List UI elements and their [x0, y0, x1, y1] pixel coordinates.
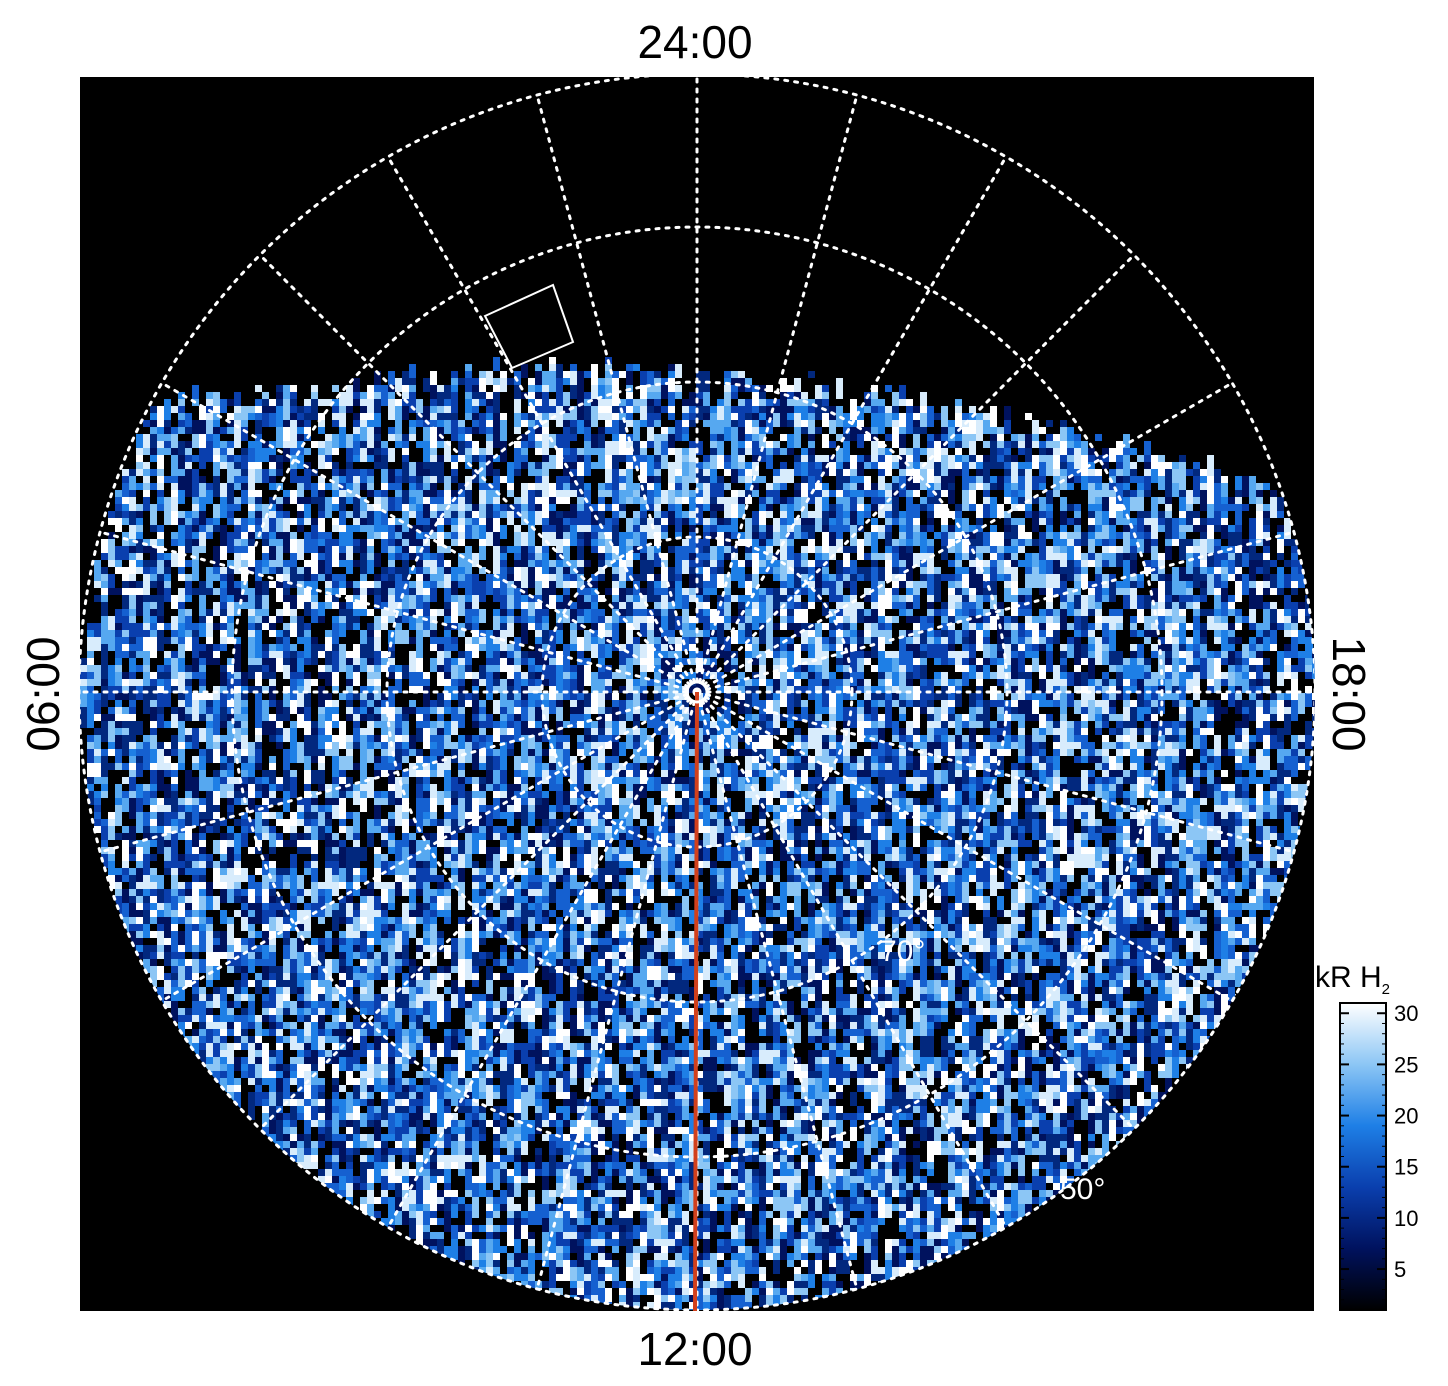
meridian-line [258, 253, 699, 694]
local-time-label-right: 18:00 [1323, 636, 1375, 751]
region-box [483, 283, 575, 370]
colorbar-frame [1339, 1002, 1387, 1311]
meridian-line [160, 690, 699, 1003]
colorbar-ticks: 5 10 15 20 25 30 [1340, 1001, 1418, 1282]
meridian-line [386, 155, 699, 694]
meridian-line [160, 381, 699, 694]
local-time-label-left: 06:00 [17, 636, 69, 751]
pole-marker [685, 680, 709, 704]
meridian-line [695, 690, 1136, 1131]
noon-meridian-line [693, 691, 699, 1312]
colorbar-tick-label: 5 [1394, 1257, 1406, 1282]
colorbar-tick-label: 30 [1394, 1001, 1418, 1026]
meridian-line [695, 690, 1008, 1229]
colorbar-title: kR H2 [1315, 961, 1390, 998]
meridian-line [695, 253, 1136, 694]
meridian-line [695, 690, 859, 1291]
colorbar-title-main: kR H [1315, 961, 1382, 994]
meridian-line [695, 93, 859, 694]
local-time-label-top: 24:00 [637, 16, 752, 68]
colorbar: 5 10 15 20 25 30 kR H2 [1315, 961, 1418, 1311]
meridian-line [535, 93, 699, 694]
meridian-line [695, 530, 1296, 694]
meridian-line [695, 690, 1234, 1003]
meridian-line [695, 381, 1234, 694]
colorbar-fill [1340, 1003, 1386, 1310]
meridian-line [98, 690, 699, 854]
colorbar-tick-label: 10 [1394, 1206, 1418, 1231]
colorbar-title-subscript: 2 [1382, 981, 1390, 998]
meridian-line [98, 530, 699, 694]
colorbar-tick-label: 25 [1394, 1052, 1418, 1077]
meridian-line [695, 155, 1008, 694]
meridian-line [386, 690, 699, 1229]
meridian-line [258, 690, 699, 1131]
lat-label-50: 50° [1060, 1173, 1105, 1206]
meridian-line [535, 690, 699, 1291]
local-time-label-bottom: 12:00 [637, 1323, 752, 1375]
meridian-line [695, 690, 1296, 854]
lat-label-70: 70° [880, 935, 925, 968]
colorbar-tick-label: 15 [1394, 1155, 1418, 1180]
colorbar-tick-label: 20 [1394, 1104, 1418, 1129]
